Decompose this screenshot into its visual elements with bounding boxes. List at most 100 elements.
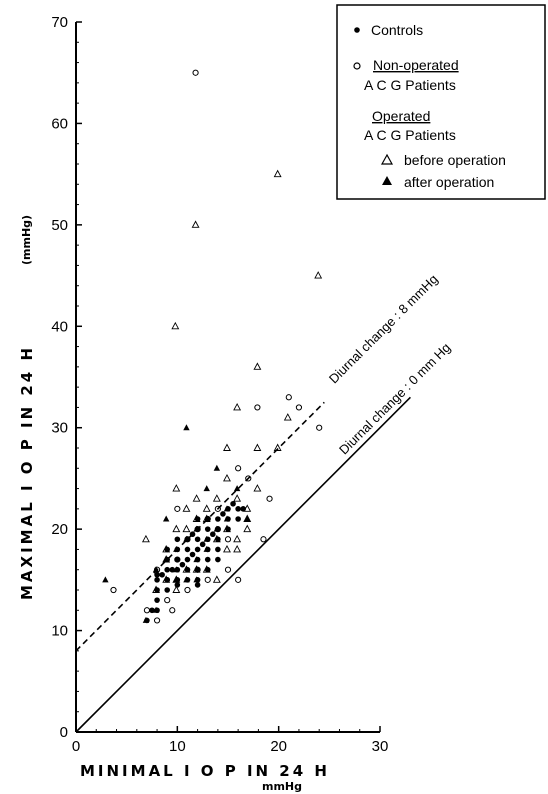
data-points [102, 69, 323, 624]
nonoperated-point [143, 607, 151, 614]
before-operation-point [202, 565, 211, 573]
legend-box [336, 4, 546, 200]
nonoperated-point [245, 475, 252, 482]
x-tick-label: 10 [169, 738, 186, 755]
y-tick-label: 10 [51, 623, 68, 640]
control-point [194, 536, 201, 543]
before-operation-point [243, 524, 252, 533]
control-point [204, 526, 211, 532]
control-point [215, 546, 221, 553]
control-point [215, 556, 221, 563]
control-point [154, 597, 160, 603]
before-operation-point [141, 534, 150, 543]
x-axis-unit: mmHg [262, 780, 302, 793]
control-point [199, 541, 206, 548]
legend-filled-circle-icon [354, 27, 360, 33]
y-tick-label: 40 [51, 318, 68, 335]
after-operation-point [102, 576, 109, 583]
nonoperated-point [235, 465, 242, 472]
before-operation-point [212, 575, 221, 583]
nonoperated-point [254, 404, 261, 411]
nonoperated-point [260, 536, 267, 543]
control-point [159, 571, 165, 578]
nonoperated-point [174, 505, 181, 512]
before-operation-point [202, 504, 211, 512]
legend-nonop-heading: Non-operated [373, 57, 459, 73]
nonoperated-point [295, 404, 303, 411]
before-operation-point [314, 271, 323, 279]
before-operation-point [212, 534, 221, 543]
nonoperated-point [153, 617, 161, 624]
control-point [154, 577, 160, 583]
before-operation-point [182, 504, 191, 512]
legend-controls: Controls [371, 22, 423, 38]
before-operation-point [223, 524, 231, 533]
nonoperated-point [110, 586, 117, 594]
before-operation-point [182, 524, 191, 533]
before-operation-point [233, 534, 242, 543]
y-axis-unit: (mmHg) [20, 215, 33, 265]
before-operation-point [192, 494, 201, 502]
nonoperated-point [224, 566, 232, 573]
after-operation-point [203, 485, 210, 492]
before-operation-point [223, 544, 231, 553]
y-tick-label: 70 [51, 14, 68, 31]
control-point [179, 561, 186, 568]
before-operation-point [192, 514, 201, 522]
reference-lines [75, 396, 411, 733]
before-operation-point [223, 443, 231, 451]
after-operation-point [213, 525, 221, 532]
nonoperated-point [184, 586, 191, 594]
before-operation-point [162, 575, 171, 583]
before-operation-point [191, 220, 200, 228]
before-operation-point [192, 565, 201, 573]
control-point [210, 531, 216, 538]
before-operation-point [162, 544, 171, 553]
y-tick-label: 60 [51, 115, 68, 132]
after-operation-point [183, 576, 190, 583]
nonoperated-point [192, 69, 199, 76]
control-point [169, 566, 176, 573]
legend-before: before operation [404, 152, 506, 168]
nonoperated-point [235, 576, 242, 583]
before-operation-point [152, 585, 161, 593]
reference-line-dashed [75, 401, 325, 652]
after-operation-point [142, 616, 150, 623]
after-operation-point [233, 485, 241, 492]
after-operation-point [244, 515, 251, 522]
control-point [189, 531, 196, 538]
legend-op-heading: Operated [372, 108, 430, 124]
legend-nonop-sub: A C G Patients [364, 77, 456, 93]
before-operation-point [233, 402, 242, 411]
after-operation-point [173, 545, 180, 552]
nonoperated-point [204, 576, 211, 583]
legend-filled-triangle-icon [382, 176, 392, 185]
after-operation-point [203, 535, 210, 542]
legend-after: after operation [404, 174, 494, 190]
after-operation-point [223, 515, 231, 522]
control-point [220, 511, 226, 517]
after-operation-point [173, 576, 180, 583]
nonoperated-point [214, 505, 221, 512]
before-operation-point [253, 484, 262, 492]
y-axis-title: MAXIMAL I O P IN 24 H [18, 345, 36, 600]
legend-open-triangle-icon [380, 153, 394, 165]
nonoperated-point [224, 536, 232, 543]
after-operation-point [152, 606, 160, 613]
before-operation-point [172, 524, 181, 533]
nonoperated-point [164, 597, 171, 604]
tick-labels: 0 10 20 30 40 50 60 70 0 10 20 30 [51, 14, 388, 755]
after-operation-point [193, 556, 200, 563]
before-operation-point [233, 494, 242, 502]
after-operation-point [203, 545, 210, 552]
control-point [235, 516, 241, 522]
reference-line-solid [75, 396, 411, 733]
control-point [184, 546, 191, 553]
before-operation-point [253, 443, 262, 451]
control-point [184, 556, 191, 563]
x-axis-title: MINIMAL I O P IN 24 H [80, 762, 330, 780]
before-operation-point [172, 585, 181, 593]
control-point [235, 506, 241, 512]
control-point [174, 556, 181, 563]
before-operation-point [253, 362, 262, 370]
